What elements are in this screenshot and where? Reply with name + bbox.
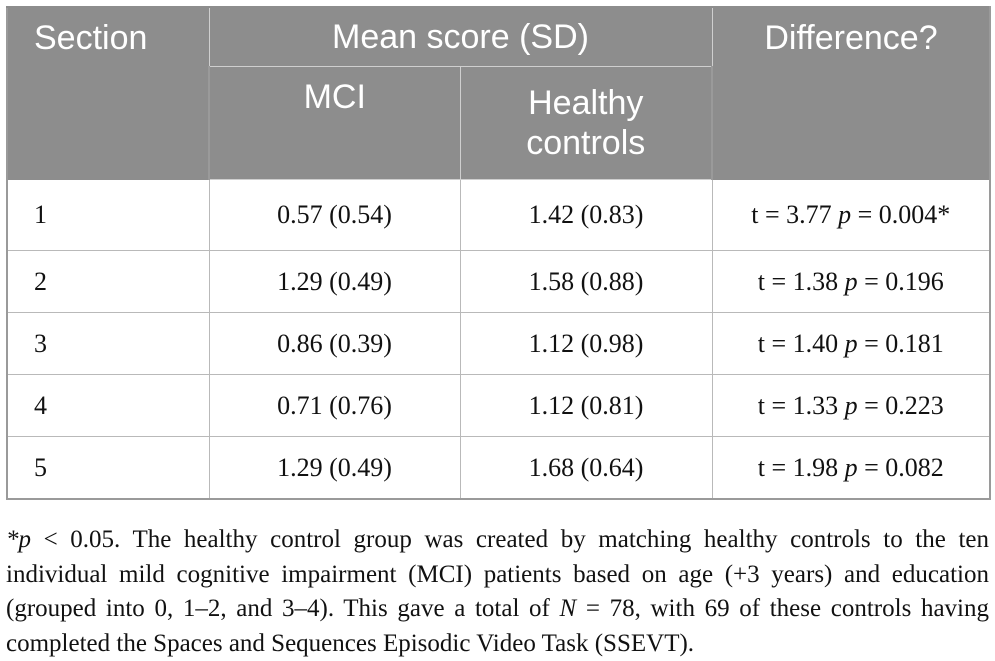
p-label: p: [844, 452, 858, 482]
results-table: Section Mean score (SD) Difference? MCI …: [6, 6, 991, 500]
header-row-2: MCI Healthy controls: [7, 66, 990, 180]
cell-section: 4: [6, 374, 210, 437]
results-table-container: Section Mean score (SD) Difference? MCI …: [6, 6, 991, 500]
cell-section: 1: [6, 179, 210, 251]
cell-mci: 0.71 (0.76): [208, 374, 461, 437]
cell-mci: 0.86 (0.39): [208, 312, 461, 375]
p-value: = 0.223: [857, 390, 944, 420]
p-value: = 0.196: [857, 266, 944, 296]
cell-difference: t = 3.77 p = 0.004*: [711, 179, 991, 251]
cell-mci: 1.29 (0.49): [208, 250, 461, 313]
footnote-star-p: *p: [6, 526, 31, 553]
p-label: p: [838, 200, 852, 229]
t-stat: t = 1.33: [757, 390, 839, 420]
cell-healthy: 1.12 (0.81): [459, 374, 713, 437]
t-stat: t = 3.77: [751, 200, 832, 229]
table-row: 5 1.29 (0.49) 1.68 (0.64) t = 1.98 p = 0…: [6, 436, 991, 500]
cell-difference: t = 1.98 p = 0.082: [711, 436, 991, 500]
t-stat: t = 1.38: [757, 266, 839, 296]
header-healthy-line2: controls: [526, 124, 646, 162]
table-row: 3 0.86 (0.39) 1.12 (0.98) t = 1.40 p = 0…: [6, 312, 991, 375]
table-row: 2 1.29 (0.49) 1.58 (0.88) t = 1.38 p = 0…: [6, 250, 991, 313]
header-row-1: Section Mean score (SD) Difference?: [6, 6, 991, 180]
cell-healthy: 1.68 (0.64): [459, 436, 713, 500]
cell-mci: 1.29 (0.49): [208, 436, 461, 500]
table-body: 1 0.57 (0.54) 1.42 (0.83) t = 3.77 p = 0…: [6, 179, 991, 500]
header-healthy-controls: Healthy controls: [459, 66, 713, 180]
cell-difference: t = 1.33 p = 0.223: [711, 374, 991, 437]
header-section: Section: [6, 6, 210, 180]
cell-section: 3: [6, 312, 210, 375]
p-label: p: [844, 266, 858, 296]
footnote-text-1: < 0.05. The healthy control group was cr…: [6, 526, 989, 622]
p-label: p: [844, 328, 858, 358]
table-header: Section Mean score (SD) Difference? MCI …: [6, 6, 991, 180]
header-difference: Difference?: [711, 6, 991, 180]
p-value: = 0.082: [857, 452, 944, 482]
cell-mci: 0.57 (0.54): [208, 179, 461, 251]
t-stat: t = 1.40: [757, 328, 839, 358]
cell-difference: t = 1.38 p = 0.196: [711, 250, 991, 313]
cell-section: 5: [6, 436, 210, 500]
table-row: 1 0.57 (0.54) 1.42 (0.83) t = 3.77 p = 0…: [6, 179, 991, 251]
cell-healthy: 1.12 (0.98): [459, 312, 713, 375]
cell-section: 2: [6, 250, 210, 313]
cell-difference: t = 1.40 p = 0.181: [711, 312, 991, 375]
p-value: = 0.004*: [851, 200, 951, 229]
header-mean-score: Mean score (SD): [208, 6, 713, 67]
p-value: = 0.181: [857, 328, 944, 358]
table-footnote: *p < 0.05. The healthy control group was…: [6, 523, 989, 661]
cell-healthy: 1.58 (0.88): [459, 250, 713, 313]
cell-healthy: 1.42 (0.83): [459, 179, 713, 251]
header-healthy-line1: Healthy: [528, 84, 644, 122]
p-label: p: [844, 390, 858, 420]
footnote-n-label: N: [559, 595, 577, 622]
t-stat: t = 1.98: [757, 452, 839, 482]
table-row: 4 0.71 (0.76) 1.12 (0.81) t = 1.33 p = 0…: [6, 374, 991, 437]
header-mci: MCI: [208, 66, 461, 180]
